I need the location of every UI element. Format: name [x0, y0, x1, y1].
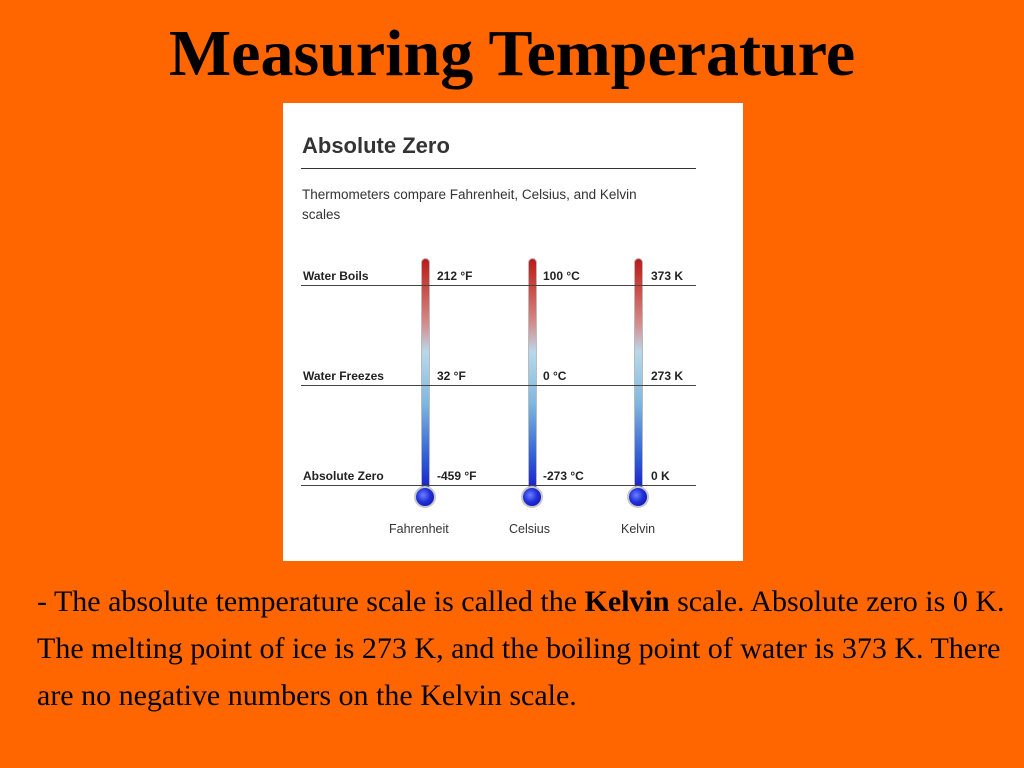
absolute-zero-line [301, 485, 696, 486]
absolute-zero-fahrenheit: -459 °F [437, 469, 477, 483]
row-label-water-boils: Water Boils [303, 269, 369, 283]
water-boils-line [301, 285, 696, 286]
water-boils-fahrenheit: 212 °F [437, 269, 473, 283]
heading-divider [301, 168, 696, 169]
absolute-zero-celsius: -273 °C [543, 469, 584, 483]
caption-text-end: scale. Absolute zero is 0 K. The melting… [37, 585, 1005, 712]
figure-subtitle: Thermometers compare Fahrenheit, Celsius… [302, 187, 637, 222]
thermometer-figure: Absolute Zero Thermometers compare Fahre… [283, 103, 743, 561]
water-freezes-fahrenheit: 32 °F [437, 369, 466, 383]
water-boils-kelvin: 373 K [651, 269, 684, 283]
fahrenheit-thermometer-bulb [414, 486, 436, 508]
water-freezes-celsius: 0 °C [543, 369, 567, 383]
scale-name-fahrenheit: Fahrenheit [389, 522, 449, 536]
celsius-thermometer-bulb [521, 486, 543, 508]
water-freezes-line [301, 385, 696, 386]
figure-heading: Absolute Zero [302, 133, 450, 158]
absolute-zero-kelvin: 0 K [651, 469, 670, 483]
water-boils-celsius: 100 °C [543, 269, 580, 283]
water-freezes-kelvin: 273 K [651, 369, 684, 383]
row-label-water-freezes: Water Freezes [303, 369, 384, 383]
kelvin-thermometer-bulb [627, 486, 649, 508]
caption-text-start: - The absolute temperature scale is call… [37, 585, 585, 618]
scale-name-kelvin: Kelvin [621, 522, 656, 536]
celsius-thermometer-tube [528, 258, 537, 492]
row-label-absolute-zero: Absolute Zero [303, 469, 384, 483]
slide-title: Measuring Temperature [168, 17, 856, 90]
kelvin-thermometer-tube [634, 258, 643, 492]
caption-kelvin-bold: Kelvin [584, 585, 670, 618]
fahrenheit-thermometer-tube [421, 258, 430, 492]
slide-caption: - The absolute temperature scale is call… [37, 578, 1007, 719]
scale-name-celsius: Celsius [509, 522, 550, 536]
